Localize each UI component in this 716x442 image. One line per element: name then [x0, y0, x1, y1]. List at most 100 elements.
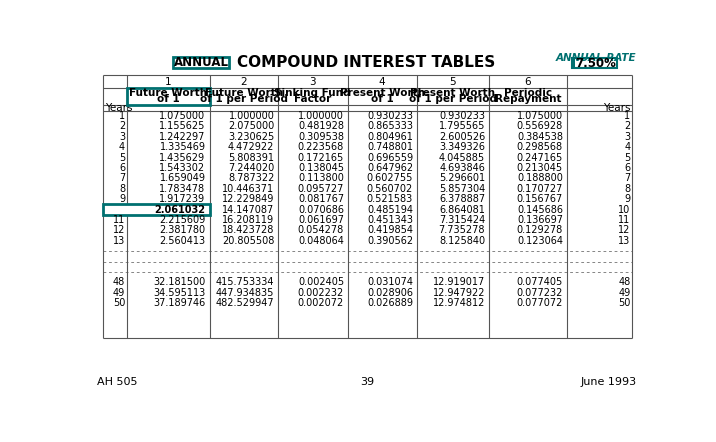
Text: 3: 3 — [309, 76, 316, 87]
Text: 48: 48 — [113, 277, 125, 287]
Text: 0.070686: 0.070686 — [298, 205, 344, 214]
Bar — [573, 59, 576, 67]
Text: 6: 6 — [524, 76, 531, 87]
Text: 0.002072: 0.002072 — [298, 298, 344, 308]
Text: 14.147087: 14.147087 — [222, 205, 274, 214]
Text: 0.309538: 0.309538 — [298, 132, 344, 142]
Text: 39: 39 — [360, 377, 374, 387]
Text: 0.077232: 0.077232 — [517, 288, 563, 298]
Text: 3: 3 — [119, 132, 125, 142]
Text: 0.804961: 0.804961 — [367, 132, 413, 142]
Text: 0.451343: 0.451343 — [367, 215, 413, 225]
Text: 2: 2 — [119, 122, 125, 131]
Text: 1.075000: 1.075000 — [517, 111, 563, 121]
Text: 32.181500: 32.181500 — [153, 277, 205, 287]
Text: 1.659049: 1.659049 — [160, 173, 205, 183]
Text: 1.000000: 1.000000 — [298, 111, 344, 121]
Text: 1.795565: 1.795565 — [439, 122, 485, 131]
Text: 3: 3 — [624, 132, 631, 142]
Text: Periodic: Periodic — [503, 88, 552, 98]
Text: 8.125840: 8.125840 — [439, 236, 485, 246]
Text: 8: 8 — [624, 184, 631, 194]
Text: 1.000000: 1.000000 — [228, 111, 274, 121]
Text: 4.045885: 4.045885 — [439, 152, 485, 163]
Text: 9: 9 — [119, 194, 125, 204]
Text: 2: 2 — [624, 122, 631, 131]
Text: 1.917239: 1.917239 — [160, 194, 205, 204]
Text: 0.002405: 0.002405 — [298, 277, 344, 287]
Text: 415.753334: 415.753334 — [216, 277, 274, 287]
Text: 10: 10 — [618, 205, 631, 214]
Text: 0.138045: 0.138045 — [298, 163, 344, 173]
Text: Factor: Factor — [294, 94, 332, 104]
Text: 13: 13 — [618, 236, 631, 246]
Text: 49: 49 — [618, 288, 631, 298]
Text: Years: Years — [105, 103, 132, 113]
Text: 1: 1 — [119, 111, 125, 121]
Text: 1.075000: 1.075000 — [160, 111, 205, 121]
Text: 0.390562: 0.390562 — [367, 236, 413, 246]
Text: 0.026889: 0.026889 — [367, 298, 413, 308]
Text: ANNUAL RATE: ANNUAL RATE — [556, 53, 637, 63]
Text: 0.419854: 0.419854 — [367, 225, 413, 235]
Text: 12.229849: 12.229849 — [222, 194, 274, 204]
Text: 9: 9 — [624, 194, 631, 204]
Text: 2.381780: 2.381780 — [160, 225, 205, 235]
Text: Future Worth: Future Worth — [205, 88, 283, 98]
Text: 0.188800: 0.188800 — [517, 173, 563, 183]
Text: 3.349326: 3.349326 — [439, 142, 485, 152]
Text: 0.136697: 0.136697 — [517, 215, 563, 225]
Text: 0.930233: 0.930233 — [367, 111, 413, 121]
Text: 7.244020: 7.244020 — [228, 163, 274, 173]
Text: Present Worth: Present Worth — [339, 88, 425, 98]
Text: 6: 6 — [624, 163, 631, 173]
Text: 0.748801: 0.748801 — [367, 142, 413, 152]
Text: 48: 48 — [618, 277, 631, 287]
Text: of 1: of 1 — [371, 94, 393, 104]
Text: 0.223568: 0.223568 — [298, 142, 344, 152]
Text: 1.155625: 1.155625 — [159, 122, 205, 131]
Text: 2.075000: 2.075000 — [228, 122, 274, 131]
Text: 0.031074: 0.031074 — [367, 277, 413, 287]
Text: Repayment: Repayment — [495, 94, 561, 104]
Text: 4: 4 — [119, 142, 125, 152]
Text: 12.947922: 12.947922 — [432, 288, 485, 298]
Text: 0.384538: 0.384538 — [517, 132, 563, 142]
Text: 7.315424: 7.315424 — [439, 215, 485, 225]
Text: Sinking Fund: Sinking Fund — [274, 88, 351, 98]
Text: June 1993: June 1993 — [581, 377, 637, 387]
Text: 0.048064: 0.048064 — [298, 236, 344, 246]
Text: 6.378887: 6.378887 — [439, 194, 485, 204]
Text: 7: 7 — [119, 173, 125, 183]
Text: 1: 1 — [624, 111, 631, 121]
Text: 7.735278: 7.735278 — [438, 225, 485, 235]
Text: 10: 10 — [113, 205, 125, 214]
Bar — [571, 57, 616, 69]
Text: 0.521583: 0.521583 — [367, 194, 413, 204]
Text: 0.172165: 0.172165 — [298, 152, 344, 163]
Text: Future Worth: Future Worth — [129, 88, 207, 98]
Text: 0.002232: 0.002232 — [298, 288, 344, 298]
Text: 4.472922: 4.472922 — [228, 142, 274, 152]
Text: 6.864081: 6.864081 — [439, 205, 485, 214]
Text: 7: 7 — [624, 173, 631, 183]
Text: 1.783478: 1.783478 — [160, 184, 205, 194]
Text: 11: 11 — [618, 215, 631, 225]
Text: 5.808391: 5.808391 — [228, 152, 274, 163]
Text: 2: 2 — [241, 76, 247, 87]
Text: 11: 11 — [113, 215, 125, 225]
Text: 50: 50 — [113, 298, 125, 308]
Text: 20.805508: 20.805508 — [222, 236, 274, 246]
Text: 2.600526: 2.600526 — [439, 132, 485, 142]
Text: 1.543302: 1.543302 — [160, 163, 205, 173]
Text: 5.857304: 5.857304 — [439, 184, 485, 194]
Text: 0.061697: 0.061697 — [298, 215, 344, 225]
Text: 1.435629: 1.435629 — [160, 152, 205, 163]
Text: COMPOUND INTEREST TABLES: COMPOUND INTEREST TABLES — [237, 55, 495, 70]
Text: 50: 50 — [618, 298, 631, 308]
Text: 12: 12 — [113, 225, 125, 235]
Bar — [173, 57, 229, 68]
Text: 7.50%: 7.50% — [575, 57, 616, 69]
Text: 0.028906: 0.028906 — [367, 288, 413, 298]
Text: 12.919017: 12.919017 — [432, 277, 485, 287]
